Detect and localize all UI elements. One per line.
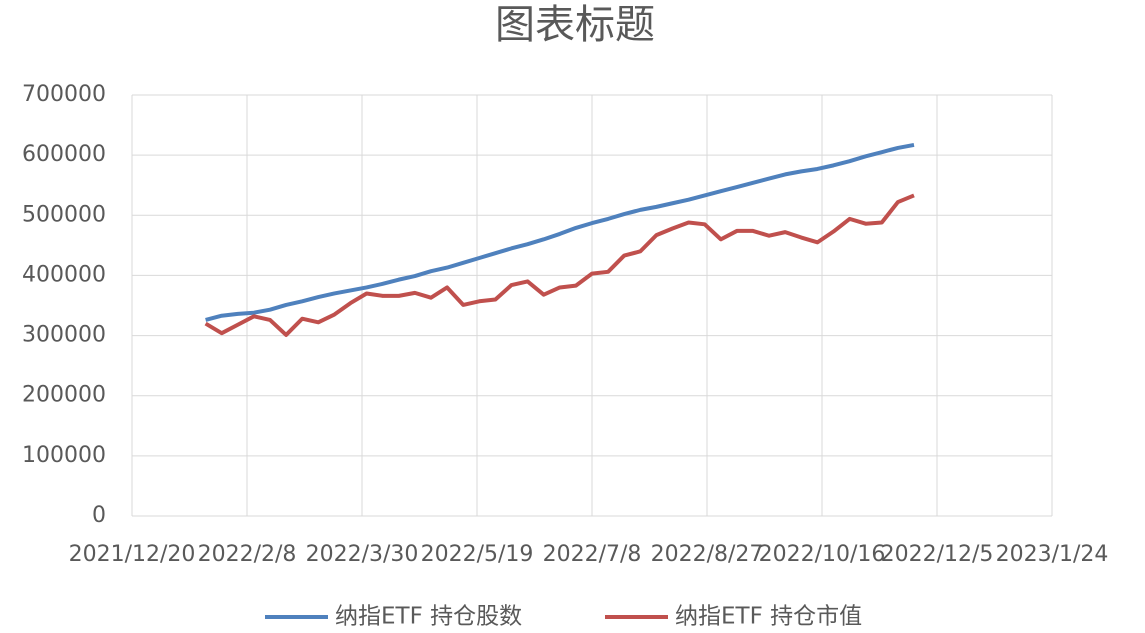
y-tick-label: 100000 — [22, 443, 106, 468]
x-tick-label: 2023/1/24 — [996, 542, 1109, 567]
legend-label: 纳指ETF 持仓市值 — [675, 604, 862, 630]
x-tick-label: 2022/12/5 — [881, 542, 994, 567]
y-tick-label: 300000 — [22, 323, 106, 348]
x-tick-label: 2022/7/8 — [543, 542, 642, 567]
x-tick-label: 2022/8/27 — [651, 542, 764, 567]
y-tick-label: 400000 — [22, 262, 106, 287]
y-tick-label: 700000 — [22, 82, 106, 107]
x-tick-label: 2021/12/20 — [69, 542, 196, 567]
chart-title: 图表标题 — [495, 2, 655, 48]
y-tick-label: 600000 — [22, 142, 106, 167]
y-tick-label: 200000 — [22, 383, 106, 408]
legend-label: 纳指ETF 持仓股数 — [335, 604, 522, 630]
series-line — [205, 142, 915, 322]
x-tick-label: 2022/2/8 — [198, 542, 297, 567]
x-tick-label: 2022/5/19 — [421, 542, 534, 567]
x-tick-label: 2022/10/16 — [759, 542, 886, 567]
x-tick-label: 2022/3/30 — [306, 542, 419, 567]
y-tick-label: 500000 — [22, 202, 106, 227]
y-tick-label: 0 — [92, 503, 106, 528]
series-line — [204, 193, 915, 337]
